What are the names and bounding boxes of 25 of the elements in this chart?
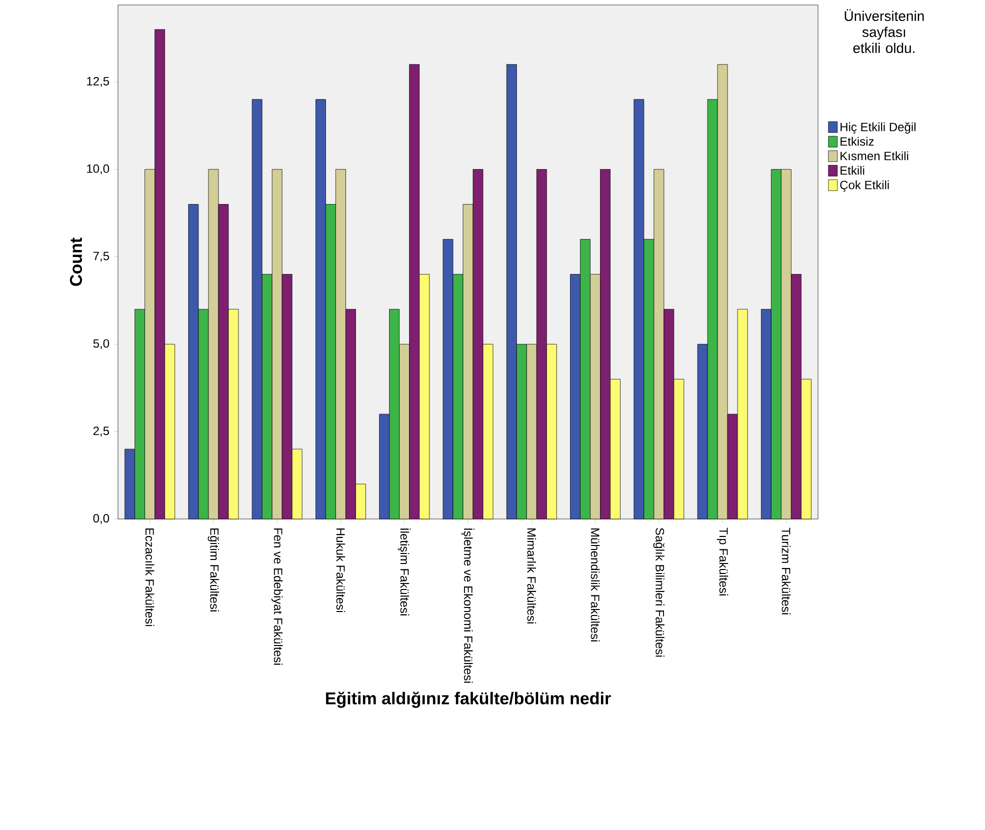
- x-tick-label: İşletme ve Ekonomi Fakültesi: [462, 528, 474, 683]
- y-tick-label: 2,5: [93, 426, 110, 437]
- y-tick-label: 12,5: [87, 76, 110, 87]
- x-tick-label: Mimarlık Fakültesi: [527, 528, 536, 624]
- x-tick-label: Turizm Fakültesi: [782, 528, 791, 614]
- y-tick-label: 5,0: [93, 339, 110, 350]
- x-axis-title: Eğitim aldığınız fakülte/bölüm nedir: [326, 692, 611, 708]
- legend-label: Etkisiz: [840, 136, 874, 146]
- legend-label: Çok Etkili: [840, 180, 889, 192]
- x-tick-label: İletişim Fakültesi: [398, 528, 411, 616]
- x-tick-label: Hukuk Fakültesi: [336, 528, 346, 612]
- legend-label: Etkili: [840, 166, 864, 175]
- x-tick-label: Eğitim Fakültesi: [208, 528, 220, 612]
- x-tick-label: Eczacılık Fakültesi: [145, 528, 154, 626]
- x-tick-label: Tıp Fakültesi: [716, 528, 728, 596]
- x-tick-label: Mühendislik Fakültesi: [590, 528, 600, 642]
- legend-label: Kısmen Etkili: [840, 151, 908, 160]
- x-tick-label: Fen ve Edebiyat Fakültesi: [272, 528, 283, 665]
- legend-title: Üniversitenin sayfası etkili oldu.: [844, 9, 924, 54]
- y-tick-label: 7,5: [93, 252, 110, 262]
- y-tick-label: 10,0: [87, 164, 110, 174]
- y-axis-title: Count: [70, 238, 82, 286]
- y-tick-label: 0,0: [93, 514, 110, 524]
- x-tick-label: Sağlık Bilimleri Fakültesi: [653, 528, 665, 657]
- legend-label: Hiç Etkili Değil: [840, 122, 916, 134]
